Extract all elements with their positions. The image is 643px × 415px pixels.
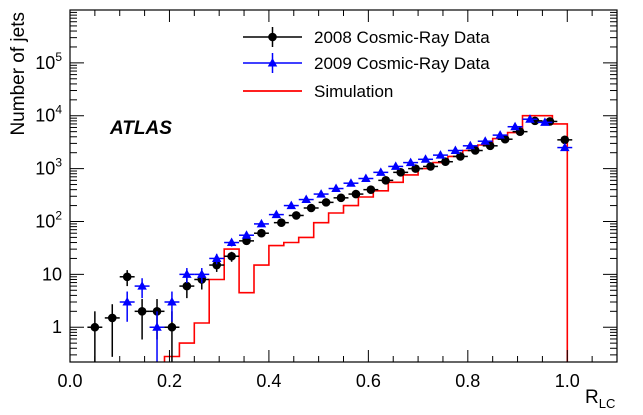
data-2009-point bbox=[211, 253, 222, 262]
data-2008-point bbox=[291, 211, 301, 220]
legend-swatch-marker bbox=[267, 58, 278, 67]
legend-swatch-marker bbox=[268, 32, 277, 42]
data-2008-point bbox=[137, 307, 147, 316]
data-2009-point bbox=[167, 297, 177, 306]
data-2009-point bbox=[405, 157, 416, 167]
x-tick-label: 0.8 bbox=[455, 371, 480, 391]
y-tick-label: 1 bbox=[52, 317, 62, 337]
data-2009-point bbox=[510, 121, 520, 131]
y-tick-label: 104 bbox=[35, 103, 62, 126]
data-2008-point bbox=[411, 164, 420, 173]
data-2009-point bbox=[182, 269, 192, 278]
data-2008-point bbox=[396, 168, 405, 177]
data-2009-point bbox=[525, 114, 535, 123]
y-tick-label: 102 bbox=[35, 208, 62, 231]
y-tick-label: 10 bbox=[42, 264, 62, 284]
data-2009-point bbox=[197, 269, 207, 278]
axes-layer: 0.0 0.2 0.4 0.6 0.8 1.0 1 10 102 103 104 105 bbox=[35, 9, 618, 391]
x-tick-label: 1.0 bbox=[555, 371, 580, 391]
data-2008-point bbox=[456, 152, 465, 161]
data-2009-point bbox=[226, 237, 237, 247]
x-axis-label-subscript: LC bbox=[599, 396, 616, 410]
legend-entry: Simulation bbox=[243, 82, 393, 101]
data-2008-point bbox=[90, 322, 100, 332]
data-2009-point bbox=[241, 230, 252, 239]
x-tick-label: 0.6 bbox=[356, 371, 381, 391]
y-tick-label: 103 bbox=[35, 156, 62, 179]
legend-label: 2009 Cosmic-Ray Data bbox=[314, 54, 490, 73]
data-2008-point bbox=[167, 322, 177, 332]
y-axis-label: Number of jets bbox=[8, 12, 29, 136]
data-2009-point bbox=[122, 297, 132, 306]
data-2009-point bbox=[560, 142, 570, 152]
data-2009-point bbox=[256, 218, 267, 228]
data-2009-series bbox=[119, 114, 573, 362]
data-2008-point bbox=[277, 218, 286, 227]
data-2008-point bbox=[336, 193, 346, 203]
legend-label: Simulation bbox=[314, 82, 393, 101]
data-2008-point bbox=[122, 272, 132, 282]
data-2009-point bbox=[271, 209, 282, 219]
data-2009-point bbox=[390, 161, 401, 170]
data-2008-point bbox=[306, 203, 316, 213]
data-2008-series bbox=[87, 116, 573, 362]
x-axis-label-main: R bbox=[585, 387, 599, 408]
data-2008-point bbox=[182, 281, 192, 291]
data-2008-point bbox=[212, 260, 221, 270]
x-tick-label: 0.2 bbox=[157, 371, 182, 391]
legend: 2008 Cosmic-Ray Data 2009 Cosmic-Ray Data… bbox=[243, 27, 490, 101]
data-2009-point bbox=[346, 178, 356, 187]
data-2008-point bbox=[257, 228, 266, 238]
legend-entry: 2008 Cosmic-Ray Data bbox=[243, 27, 490, 47]
data-2008-point bbox=[441, 157, 450, 167]
data-2009-point bbox=[316, 189, 326, 198]
data-2008-point bbox=[426, 162, 435, 171]
data-2009-point bbox=[137, 281, 147, 290]
data-2009-point bbox=[286, 200, 297, 210]
experiment-label: ATLAS bbox=[109, 118, 172, 139]
data-2009-point bbox=[152, 322, 162, 331]
data-2008-point bbox=[366, 185, 376, 194]
data-2009-point bbox=[495, 130, 505, 139]
data-2009-point bbox=[420, 154, 431, 163]
data-2009-point bbox=[465, 140, 476, 150]
data-2009-point bbox=[540, 117, 550, 126]
data-2009-point bbox=[435, 150, 446, 159]
x-tick-label: 0.0 bbox=[57, 371, 82, 391]
x-tick-label: 0.4 bbox=[256, 371, 281, 391]
data-2009-point bbox=[331, 183, 341, 193]
data-2008-point bbox=[227, 251, 236, 261]
data-2008-point bbox=[107, 313, 117, 323]
x-axis-label: RLC bbox=[585, 387, 615, 410]
data-2008-point bbox=[242, 236, 251, 246]
series-layer bbox=[87, 114, 573, 362]
data-2008-point bbox=[351, 189, 361, 199]
data-2009-point bbox=[376, 167, 386, 176]
data-2009-point bbox=[301, 194, 311, 204]
data-2009-point bbox=[450, 145, 461, 155]
data-2009-point bbox=[361, 173, 371, 183]
data-2008-point bbox=[560, 135, 570, 145]
simulation-histogram bbox=[163, 114, 569, 362]
data-2009-point bbox=[480, 136, 490, 145]
legend-entry: 2009 Cosmic-Ray Data bbox=[243, 53, 490, 73]
data-2008-point bbox=[381, 176, 391, 185]
y-tick-label: 105 bbox=[35, 50, 62, 73]
legend-label: 2008 Cosmic-Ray Data bbox=[314, 28, 490, 47]
data-2008-point bbox=[321, 198, 331, 207]
